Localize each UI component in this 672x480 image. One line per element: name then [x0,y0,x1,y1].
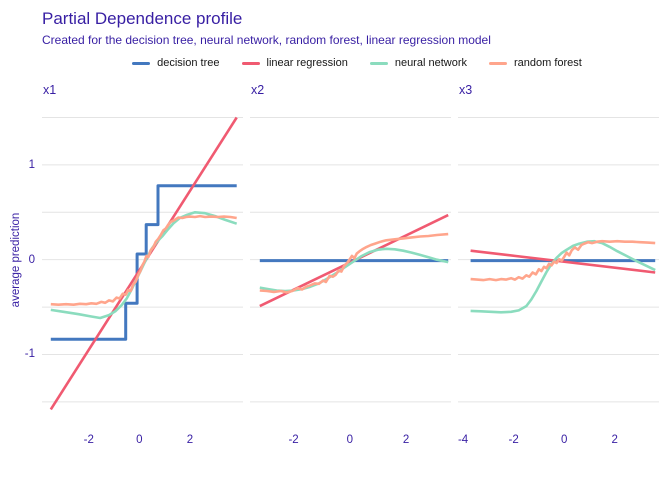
legend-line-swatch [241,61,260,65]
legend-item-decision-tree[interactable]: decision tree [132,57,220,69]
facet-panels: x1 -2 0 2 x2 -2 0 2 x3 -4 -2 0 2 [42,83,659,447]
series-line-neural-network [259,247,449,293]
x-tick-label: 0 [136,434,142,446]
series-line-neural-network [470,239,656,314]
legend-item-neural-network[interactable]: neural network [369,57,467,69]
legend: decision tree linear regression neural net… [42,55,672,71]
x-tick-label: -2 [84,434,94,446]
legend-label: random forest [513,57,582,69]
facet-label: x3 [459,83,473,97]
y-tick-label: -1 [24,348,35,361]
facet-label: x2 [251,83,265,97]
facet-label: x1 [43,83,57,97]
series-line-random-forest [259,232,449,294]
legend-line-swatch [369,61,388,65]
x-tick-label: 2 [612,434,618,446]
panel-plot-x1: -2 0 2 [42,116,243,446]
x-tick-label: 0 [561,434,567,446]
facet-panel-x1: x1 -2 0 2 [42,83,243,447]
x-tick-label: -2 [509,434,519,446]
series-line-random-forest [50,214,237,306]
facet-panel-x2: x2 -2 0 2 [250,83,451,447]
x-tick-label: 2 [187,434,193,446]
panel-plot-x2: -2 0 2 [250,117,451,446]
legend-label: linear regression [266,57,348,69]
chart-subtitle: Created for the decision tree, neural ne… [42,33,491,47]
chart-title: Partial Dependence profile [42,9,243,28]
x-tick-label: -2 [288,434,298,446]
legend-label: neural network [394,57,467,69]
chart-area: average prediction -1 0 1 x1 -2 0 2 x2 -2 0 2 x3 -4… [0,83,672,447]
panel-plot-x3: -4 -2 0 2 [458,117,659,446]
legend-line-swatch [488,61,507,65]
y-axis: average prediction -1 0 1 [0,83,42,447]
x-tick-label: -4 [458,434,469,446]
series-line-decision-tree [50,184,237,341]
x-tick-label: 2 [403,434,409,446]
y-tick-label: 0 [28,253,35,266]
y-axis-title: average prediction [10,212,22,308]
series-line-linear-regression [470,249,656,274]
facet-panel-x3: x3 -4 -2 0 2 [458,83,659,447]
x-tick-label: 0 [347,434,353,446]
legend-line-swatch [132,61,151,65]
y-tick-label: 1 [28,158,35,171]
legend-item-random-forest[interactable]: random forest [488,57,582,69]
series-line-random-forest [470,239,656,282]
legend-label: decision tree [157,57,220,69]
legend-item-linear-regression[interactable]: linear regression [241,57,348,69]
